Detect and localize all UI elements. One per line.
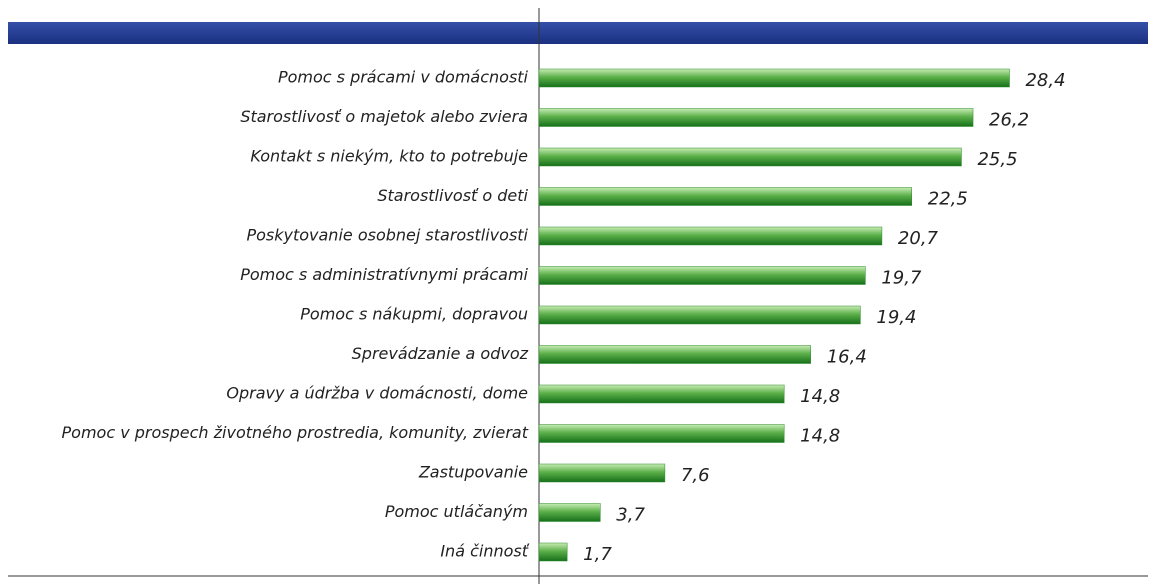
value-label: 19,4 — [876, 307, 916, 328]
bar — [538, 503, 601, 522]
category-label: Starostlivosť o deti — [377, 186, 528, 205]
bar — [538, 345, 811, 364]
value-label: 19,7 — [881, 268, 922, 289]
bar — [538, 266, 866, 285]
value-label: 25,5 — [977, 149, 1017, 170]
bar — [538, 108, 974, 127]
value-label: 20,7 — [898, 228, 939, 249]
category-label: Kontakt s niekým, kto to potrebuje — [250, 147, 528, 166]
category-label: Pomoc v prospech životného prostredia, k… — [62, 423, 529, 442]
value-label: 7,6 — [681, 465, 710, 486]
bar — [538, 226, 883, 246]
category-label: Iná činnosť — [440, 542, 529, 561]
category-label: Zastupovanie — [418, 463, 528, 482]
value-label: 26,2 — [989, 110, 1029, 131]
bar — [538, 68, 1010, 88]
category-label: Opravy a údržba v domácnosti, dome — [226, 384, 528, 403]
bar — [538, 542, 568, 562]
bar — [538, 384, 785, 404]
category-label: Starostlivosť o majetok alebo zviera — [240, 107, 528, 126]
category-label: Pomoc s nákupmi, dopravou — [300, 305, 528, 324]
value-label: 3,7 — [616, 505, 645, 526]
bar — [538, 147, 962, 167]
value-label: 1,7 — [583, 544, 612, 565]
category-label: Sprevádzanie a odvoz — [352, 344, 529, 363]
value-label: 14,8 — [800, 386, 840, 407]
bar — [538, 305, 861, 325]
header-band — [8, 22, 1148, 44]
value-label: 28,4 — [1025, 70, 1065, 91]
bar — [538, 463, 666, 483]
category-label: Poskytovanie osobnej starostlivosti — [246, 226, 528, 245]
value-label: 14,8 — [800, 426, 840, 447]
category-label: Pomoc s prácami v domácnosti — [278, 68, 529, 87]
bar — [538, 424, 785, 443]
category-label: Pomoc utláčaným — [385, 502, 528, 521]
bar — [538, 187, 912, 206]
value-label: 22,5 — [928, 189, 968, 210]
value-label: 16,4 — [827, 347, 867, 368]
category-label: Pomoc s administratívnymi prácami — [240, 265, 528, 284]
